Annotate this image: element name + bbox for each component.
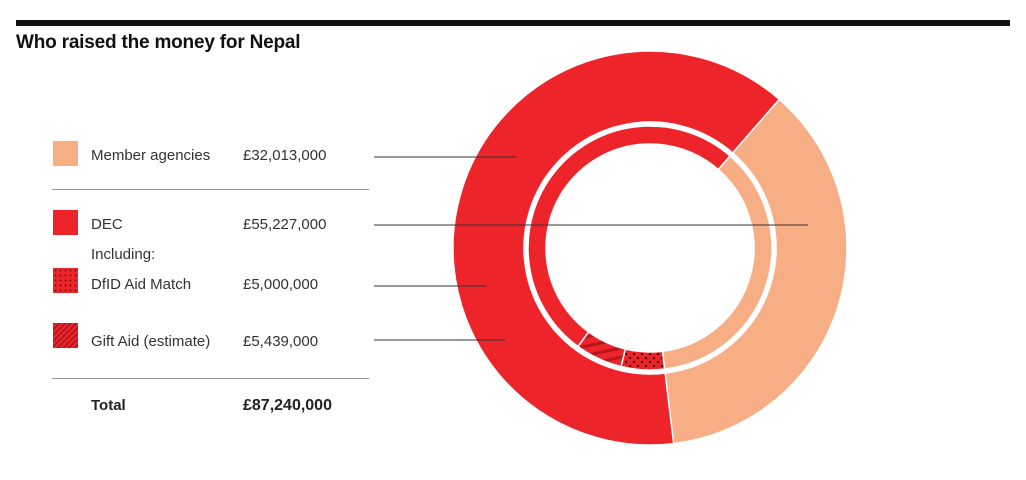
outer-ring <box>452 50 848 446</box>
chart-title: Who raised the money for Nepal <box>16 32 301 53</box>
gift-aid-striped-swatch <box>53 323 78 348</box>
member-agencies-swatch <box>53 141 78 166</box>
legend-divider-bottom <box>52 378 369 379</box>
dec-label: DEC <box>91 216 123 233</box>
inner-ring-slice-dfid-aid-match <box>620 348 666 371</box>
legend: Member agencies £32,013,000 DEC £55,227,… <box>0 0 400 480</box>
leader-lines <box>374 156 808 341</box>
dfid-dotted-swatch <box>53 268 78 293</box>
total-value: £87,240,000 <box>243 397 332 414</box>
legend-divider-top <box>52 189 369 190</box>
gift-aid-value: £5,439,000 <box>243 333 319 350</box>
member-agencies-value: £32,013,000 <box>243 147 327 164</box>
top-rule <box>16 20 1010 26</box>
dec-swatch <box>53 210 78 235</box>
dfid-label: DfID Aid Match <box>91 276 192 293</box>
member-agencies-label: Member agencies <box>91 147 211 164</box>
dec-value: £55,227,000 <box>243 216 327 233</box>
outer-ring-slice-dec <box>452 50 781 446</box>
inner-ring-slice-dec-other <box>527 125 732 348</box>
outer-ring-slice-member-agencies <box>664 98 848 445</box>
dfid-value: £5,000,000 <box>243 276 319 293</box>
total-label: Total <box>91 397 126 414</box>
including-label: Including: <box>91 246 156 263</box>
inner-ring <box>527 125 773 371</box>
gift-aid-label: Gift Aid (estimate) <box>91 333 211 350</box>
